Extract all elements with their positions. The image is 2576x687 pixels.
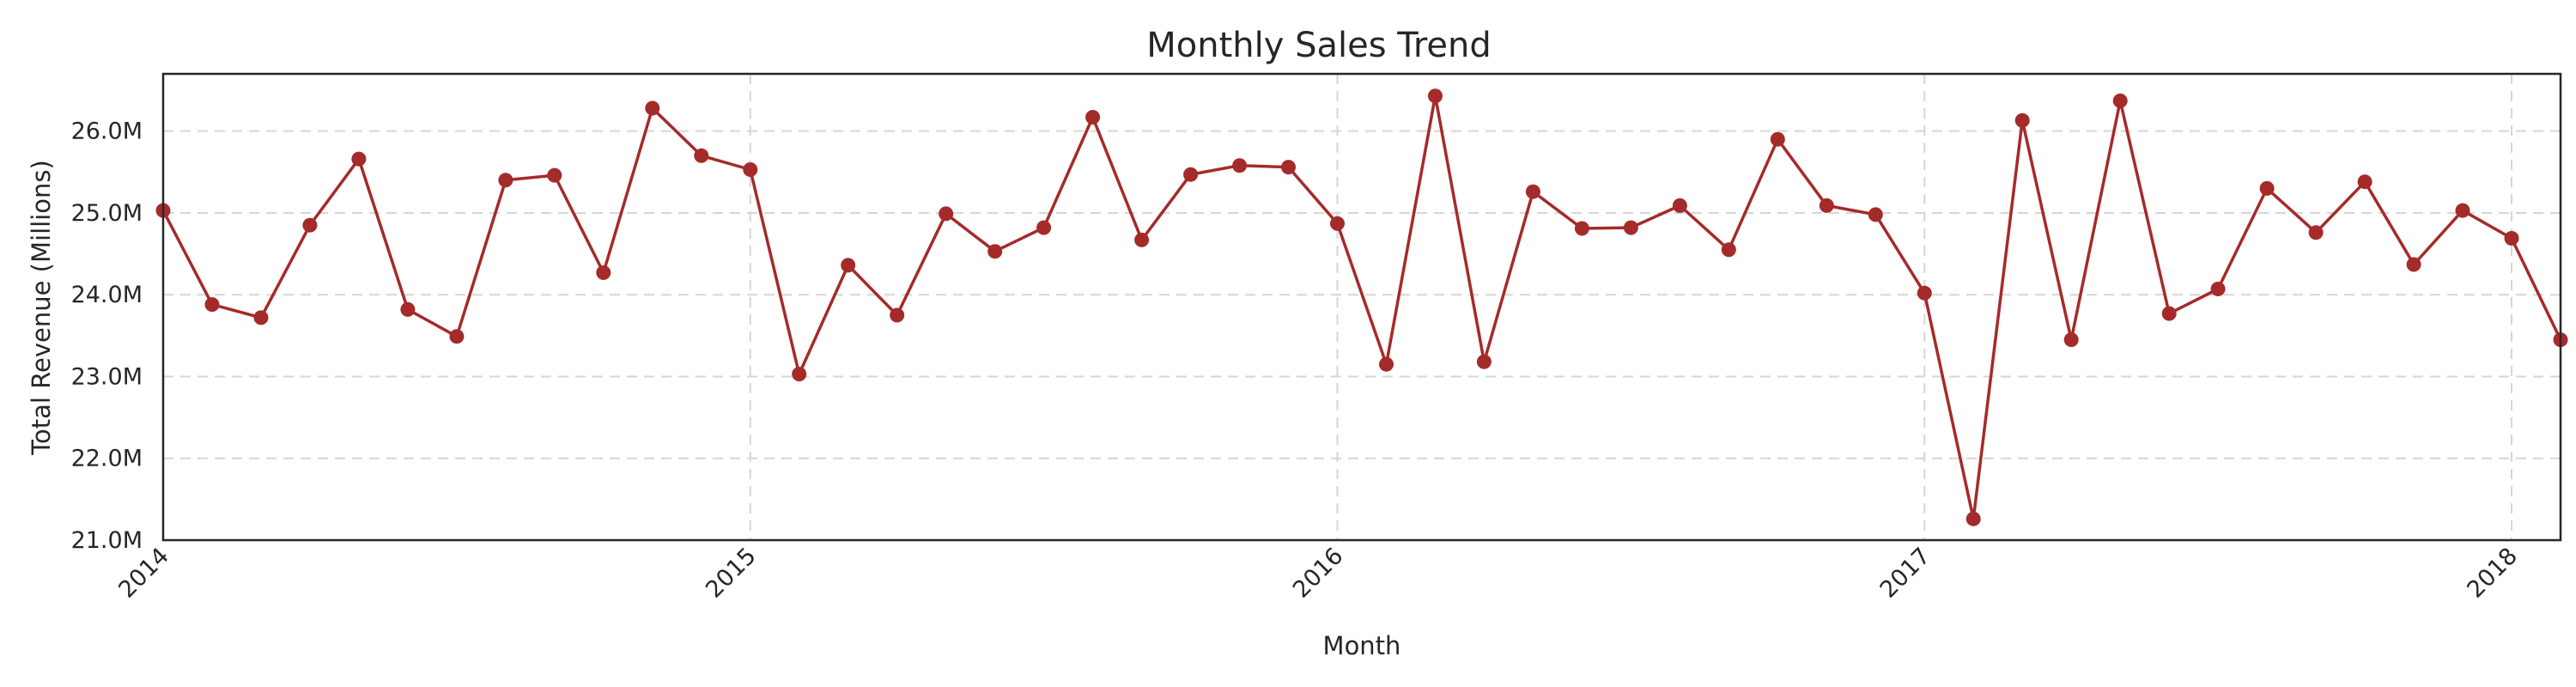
- data-point: [351, 151, 367, 167]
- y-tick-label: 23.0M: [71, 363, 143, 390]
- data-point: [204, 297, 220, 313]
- series-layer: [155, 88, 2568, 526]
- data-point: [547, 167, 562, 183]
- data-point: [2210, 282, 2226, 296]
- y-tick-label: 21.0M: [71, 527, 143, 554]
- data-point: [302, 217, 318, 233]
- data-point: [1379, 356, 1394, 372]
- data-point: [2406, 257, 2421, 272]
- data-point: [1721, 242, 1736, 258]
- data-point: [694, 148, 709, 163]
- data-point: [2357, 174, 2372, 190]
- data-point: [1476, 354, 1492, 369]
- data-point: [596, 265, 611, 280]
- data-point: [2014, 112, 2030, 128]
- data-point: [2504, 231, 2519, 246]
- plot-frame: [161, 72, 2562, 542]
- data-point: [2112, 93, 2128, 108]
- y-tick-label: 25.0M: [71, 200, 143, 227]
- data-point: [1330, 216, 1345, 231]
- data-point: [1672, 198, 1687, 213]
- data-point: [2259, 180, 2275, 196]
- y-axis-label: Total Revenue (Millions): [27, 160, 56, 456]
- data-point: [1281, 160, 1296, 175]
- data-point: [1917, 285, 1932, 301]
- data-point: [2063, 332, 2079, 348]
- data-point: [939, 206, 954, 222]
- x-tick-label: 2016: [1288, 543, 1349, 604]
- data-point: [1623, 220, 1638, 235]
- data-point: [400, 301, 416, 317]
- data-point: [2308, 225, 2324, 240]
- data-point: [1232, 158, 1248, 173]
- data-point: [449, 329, 465, 344]
- data-point: [645, 100, 660, 116]
- y-tick-label: 24.0M: [71, 282, 143, 308]
- data-point: [498, 173, 513, 188]
- data-point: [1428, 88, 1443, 104]
- data-point: [1770, 131, 1785, 147]
- data-point: [743, 162, 758, 177]
- data-point: [1085, 110, 1101, 125]
- x-axis-label: Month: [1323, 631, 1401, 660]
- data-point: [987, 244, 1003, 259]
- data-point: [1525, 184, 1540, 199]
- data-point: [1965, 511, 1981, 526]
- data-point: [792, 367, 807, 382]
- data-point: [1036, 220, 1052, 235]
- data-point: [1819, 198, 1834, 213]
- data-point: [2161, 306, 2177, 321]
- x-axis-ticks: 2014 2015 2016 2017 2018: [113, 543, 2523, 604]
- data-point: [1574, 221, 1589, 236]
- data-point: [1868, 207, 1883, 222]
- data-point: [1134, 232, 1150, 247]
- data-point: [841, 258, 856, 273]
- x-tick-label: 2018: [2462, 543, 2523, 604]
- grid-layer: [162, 74, 2561, 541]
- series-line: [161, 94, 2562, 520]
- data-point: [1183, 167, 1199, 182]
- y-axis-ticks: 21.0M 22.0M 23.0M 24.0M 25.0M 26.0M: [71, 119, 143, 554]
- y-tick-label: 26.0M: [71, 119, 143, 145]
- data-point: [2455, 203, 2470, 218]
- data-point: [890, 307, 905, 323]
- y-tick-label: 22.0M: [71, 446, 143, 472]
- x-tick-label: 2015: [701, 543, 762, 604]
- data-point: [253, 310, 269, 325]
- x-tick-label: 2017: [1875, 543, 1936, 604]
- chart-title: Monthly Sales Trend: [1146, 26, 1492, 65]
